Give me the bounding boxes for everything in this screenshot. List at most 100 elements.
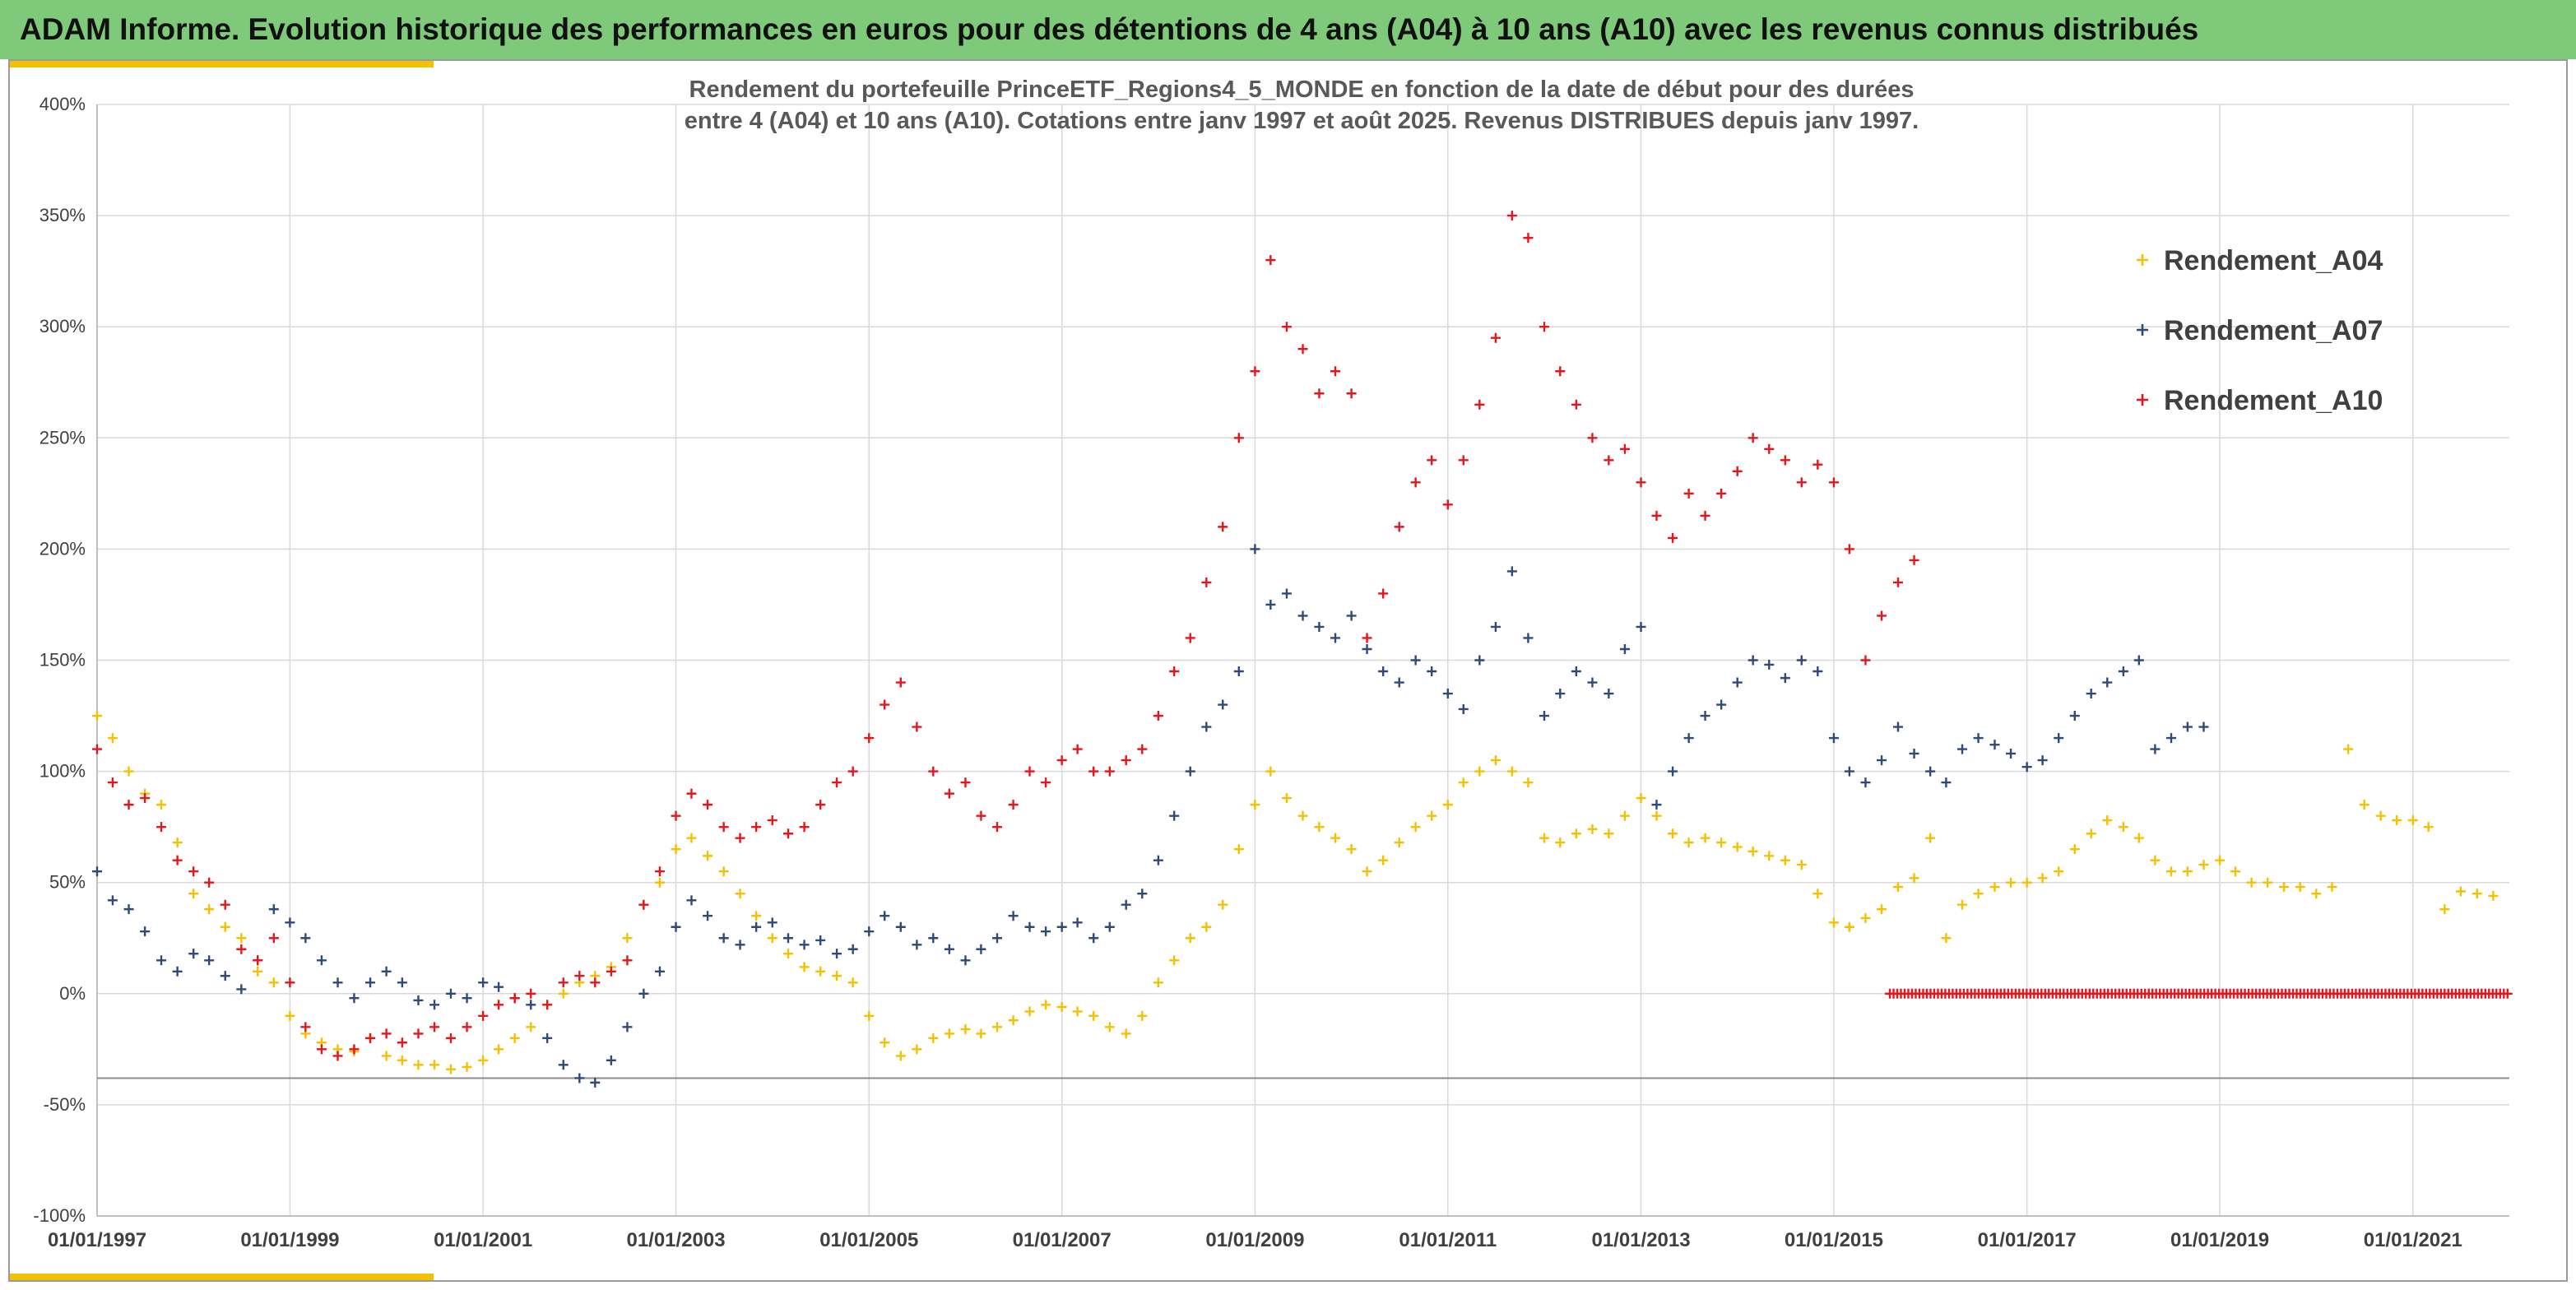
rendement-a10-point — [1860, 655, 1871, 666]
rendement-a10-point — [140, 793, 151, 804]
chart: 400% 350% 300% 250% 200% 150% 100% 50% 0% -50% -10… — [33, 77, 2513, 1251]
rendement-a10-point — [429, 1022, 440, 1032]
rendement-a10-point — [606, 966, 616, 977]
rendement-a07-point — [2054, 733, 2064, 744]
rendement-a10-point — [960, 777, 971, 788]
rendement-a07-point — [156, 955, 167, 966]
rendement-a07-point — [880, 911, 890, 921]
rendement-a07-point — [413, 995, 424, 1005]
rendement-a10-point — [542, 1000, 553, 1010]
rendement-a10-point — [1346, 388, 1357, 399]
rendement-a04-point — [1636, 793, 1646, 804]
rendement-a04-point — [895, 1051, 906, 1061]
rendement-a04-point — [2343, 744, 2354, 754]
report-banner: ADAM Informe. Evolution historique des p… — [0, 0, 2576, 59]
rendement-a10-point — [1812, 459, 1823, 470]
rendement-a04-point — [2439, 904, 2450, 915]
rendement-a04-point — [2327, 882, 2337, 893]
rendement-a10-point — [1490, 332, 1501, 343]
rendement-a10-point — [1041, 777, 1051, 788]
rendement-a10-point — [815, 800, 826, 810]
rendement-a07-point — [1041, 926, 1051, 937]
chart-title-line: entre 4 (A04) et 10 ans (A10). Cotations… — [685, 108, 1919, 134]
rendement-a10-point — [928, 766, 939, 777]
rendement-a04-point — [204, 904, 215, 915]
rendement-a10-point — [1636, 477, 1646, 488]
rendement-a07-point — [686, 895, 697, 906]
rendement-a04-point — [718, 866, 729, 877]
rendement-a07-point — [1362, 643, 1372, 654]
rendement-a10-point — [1314, 388, 1325, 399]
rendement-a07-point — [960, 955, 971, 966]
rendement-a04-point — [815, 966, 826, 977]
rendement-a04-point — [2230, 866, 2241, 877]
rendement-a04-point — [429, 1060, 440, 1070]
rendement-a07-point — [1973, 733, 1984, 744]
rendement-a07-point — [316, 955, 327, 966]
rendement-a07-point — [944, 944, 954, 954]
rendement-a07-point — [204, 955, 215, 966]
legend: Rendement_A04 Rendement_A07 Rendement_A10 — [2137, 245, 2383, 416]
x-tick-label: 01/01/2013 — [1591, 1229, 1690, 1251]
rendement-a10-point — [107, 777, 118, 788]
legend-label: Rendement_A07 — [2164, 315, 2383, 346]
rendement-a10-point — [1619, 443, 1630, 454]
rendement-a07-point — [992, 933, 1002, 944]
rendement-a10-point — [1281, 322, 1292, 332]
rendement-a10-point — [735, 833, 745, 843]
rendement-a04-point — [1716, 838, 1727, 848]
rendement-a07-point — [2198, 722, 2209, 732]
rendement-a04-point — [832, 971, 842, 981]
rendement-a07-point — [332, 977, 343, 988]
rendement-a10-point — [832, 777, 842, 788]
x-tick-label: 01/01/2011 — [1399, 1229, 1497, 1251]
rendement-a07-point — [1346, 610, 1357, 621]
rendement-a10-point — [1732, 466, 1743, 476]
rendement-a04-point — [847, 977, 858, 988]
rendement-a07-point — [123, 904, 134, 915]
rendement-a07-point — [1088, 933, 1099, 944]
rendement-a04-point — [1844, 921, 1854, 932]
rendement-a07-point — [1490, 621, 1501, 632]
rendement-a10-point — [1153, 711, 1163, 722]
rendement-a07-point — [1860, 777, 1871, 788]
rendement-a07-point — [285, 917, 295, 928]
rendement-a07-point — [1442, 689, 1453, 699]
rendement-a10-point — [478, 1010, 489, 1021]
rendement-a04-point — [509, 1032, 520, 1043]
rendement-a07-point — [1587, 677, 1598, 688]
rendement-a07-point — [188, 949, 199, 959]
legend-marker — [2137, 254, 2148, 266]
rendement-a10-point — [1008, 800, 1019, 810]
rendement-a07-point — [1458, 703, 1469, 714]
rendement-a10-point — [220, 899, 230, 910]
rendement-a07-point — [236, 984, 247, 995]
rendement-a10-point — [1410, 477, 1421, 488]
rendement-a10-point — [236, 944, 247, 954]
rendement-a04-point — [1732, 842, 1743, 852]
rendement-a10-point — [1378, 588, 1389, 599]
rendement-a10-point — [718, 822, 729, 833]
x-tick-label: 01/01/2001 — [434, 1229, 532, 1251]
rendement-a10-point — [1185, 633, 1195, 643]
rendement-a04-point — [1088, 1010, 1099, 1021]
rendement-a04-point — [1860, 912, 1871, 923]
rendement-a07-point — [912, 940, 922, 950]
rendement-a10-point — [1539, 322, 1550, 332]
rendement-a04-point — [1024, 1006, 1035, 1017]
rendement-a04-point — [1796, 860, 1807, 870]
rendement-a07-point — [445, 988, 456, 999]
rendement-a04-point — [1041, 1000, 1051, 1010]
rendement-a07-point — [783, 933, 794, 944]
rendement-a07-point — [1104, 921, 1115, 932]
rendement-a04-point — [2263, 877, 2273, 888]
rendement-a10-point — [349, 1044, 360, 1055]
rendement-a10-point — [558, 977, 569, 988]
rendement-a07-point — [799, 940, 810, 950]
rendement-a10-point — [1024, 766, 1035, 777]
rendement-a04-point — [2375, 810, 2386, 821]
rendement-a07-point — [2006, 748, 2017, 759]
rendement-a04-point — [944, 1028, 954, 1039]
rendement-a07-point — [1314, 621, 1325, 632]
rendement-a04-point — [1346, 844, 1357, 855]
